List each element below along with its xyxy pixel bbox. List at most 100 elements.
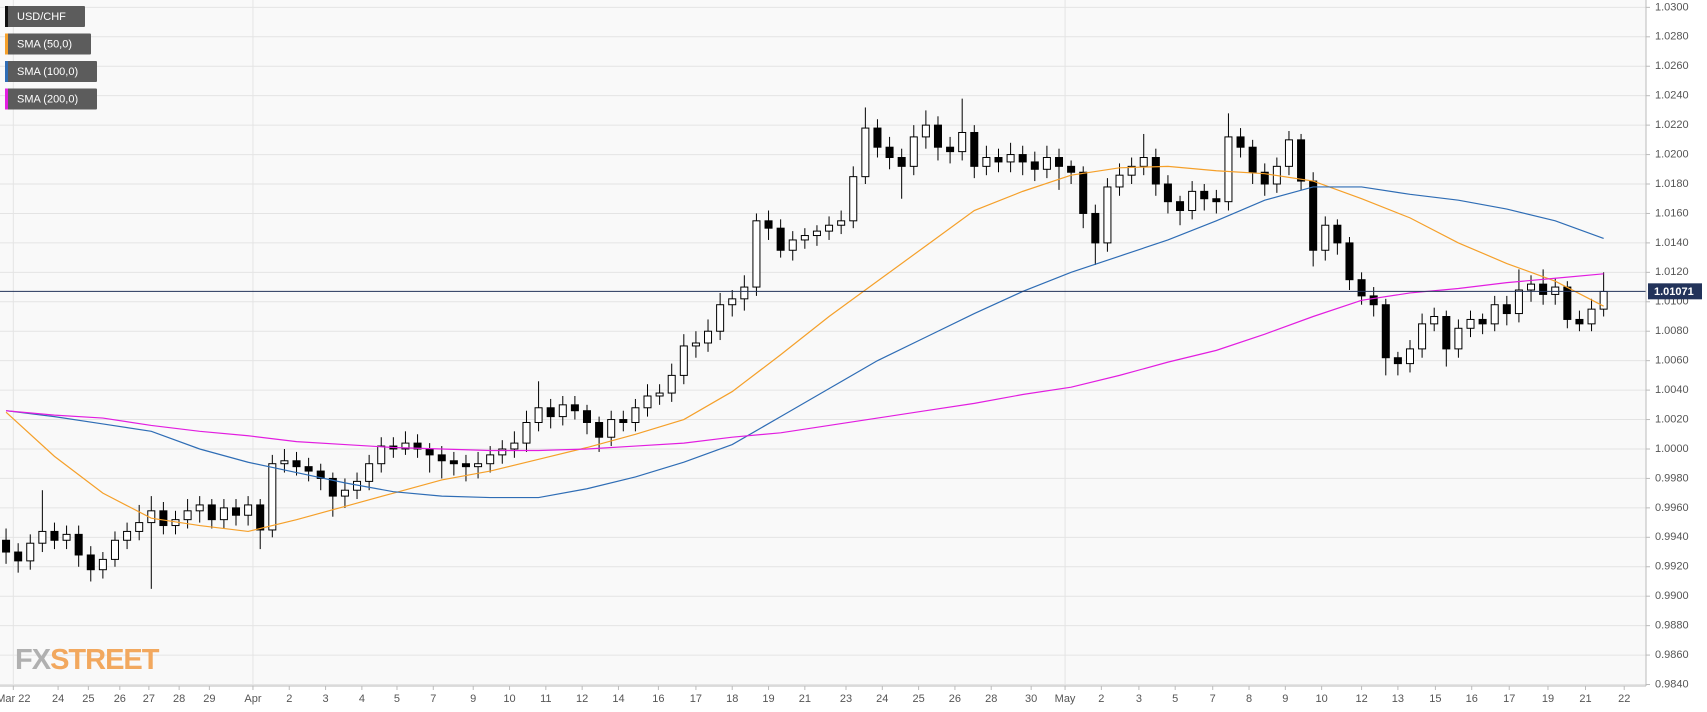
candle-body bbox=[897, 157, 906, 167]
candle-body bbox=[2, 539, 11, 553]
candle-body bbox=[728, 298, 737, 306]
candle-body bbox=[74, 533, 83, 556]
candle-body bbox=[1539, 283, 1548, 295]
candle-body bbox=[1200, 190, 1209, 200]
candle-body bbox=[691, 342, 700, 347]
candle-body bbox=[958, 131, 967, 153]
candle-body bbox=[207, 504, 216, 521]
candle-body bbox=[62, 533, 71, 541]
candle-body bbox=[1067, 165, 1076, 173]
candle-body bbox=[788, 239, 797, 251]
candle-body bbox=[377, 445, 386, 465]
candle-body bbox=[1284, 139, 1293, 167]
legend-box bbox=[5, 6, 85, 27]
candle-body bbox=[558, 404, 567, 418]
candle-body bbox=[1018, 154, 1027, 163]
legend-box bbox=[5, 33, 91, 55]
x-tick-label: 22 bbox=[1618, 693, 1630, 705]
candle-body bbox=[1587, 308, 1596, 325]
candle-body bbox=[1502, 304, 1511, 315]
x-tick-label: 16 bbox=[1466, 693, 1478, 705]
candle-body bbox=[1139, 157, 1148, 167]
candle-body bbox=[449, 460, 458, 465]
watermark-street: STREET bbox=[50, 644, 160, 676]
candle-body bbox=[1260, 171, 1269, 185]
candle-body bbox=[1248, 146, 1257, 173]
candle-body bbox=[619, 419, 628, 423]
plot-background bbox=[0, 0, 1646, 686]
candle-body bbox=[667, 374, 676, 394]
x-tick-label: 17 bbox=[1503, 693, 1515, 705]
y-tick-label: 1.0280 bbox=[1655, 31, 1689, 43]
x-tick-label: 14 bbox=[612, 693, 624, 705]
y-tick-label: 1.0240 bbox=[1655, 90, 1689, 102]
x-tick-label: 5 bbox=[1172, 693, 1178, 705]
x-tick-label: 15 bbox=[1429, 693, 1441, 705]
x-tick-label: 8 bbox=[1246, 693, 1252, 705]
candle-body bbox=[716, 304, 725, 332]
x-tick-label: 17 bbox=[690, 693, 702, 705]
x-tick-label: 19 bbox=[762, 693, 774, 705]
y-tick-label: 0.9840 bbox=[1655, 678, 1689, 690]
candle-body bbox=[994, 157, 1003, 163]
candle-body bbox=[1176, 201, 1185, 212]
legend-label: SMA (50,0) bbox=[17, 38, 72, 50]
y-tick-label: 1.0120 bbox=[1655, 266, 1689, 278]
x-tick-label: 4 bbox=[359, 693, 365, 705]
candle-body bbox=[231, 507, 241, 516]
candle-body bbox=[26, 542, 35, 562]
x-tick-label: 2 bbox=[286, 693, 292, 705]
candle-body bbox=[474, 463, 483, 468]
y-tick-label: 1.0260 bbox=[1655, 60, 1689, 72]
candle-body bbox=[1551, 286, 1560, 295]
candle-body bbox=[776, 227, 785, 251]
candle-body bbox=[752, 220, 761, 288]
y-tick-label: 1.0140 bbox=[1655, 237, 1689, 249]
candle-body bbox=[1309, 180, 1318, 251]
legend-swatch bbox=[5, 33, 8, 55]
x-tick-label: 11 bbox=[540, 693, 551, 705]
candle-body bbox=[595, 421, 604, 438]
legend-box bbox=[5, 61, 97, 82]
candle-body bbox=[1006, 154, 1015, 163]
candle-body bbox=[812, 230, 821, 237]
x-tick-label: 25 bbox=[912, 693, 924, 705]
x-tick-label: 7 bbox=[430, 693, 436, 705]
candle-body bbox=[425, 448, 434, 456]
candle-body bbox=[292, 460, 301, 468]
candle-body bbox=[328, 477, 337, 497]
candle-body bbox=[933, 124, 942, 148]
x-tick-label: May bbox=[1055, 693, 1076, 705]
y-tick-label: 0.9920 bbox=[1655, 561, 1689, 573]
candle-body bbox=[582, 410, 592, 423]
x-tick-label: 27 bbox=[143, 693, 155, 705]
candle-body bbox=[244, 504, 253, 516]
candle-body bbox=[1514, 289, 1523, 315]
x-tick-label: 9 bbox=[470, 693, 476, 705]
legend-swatch bbox=[5, 88, 8, 110]
candle-body bbox=[1091, 212, 1100, 244]
x-tick-label: 12 bbox=[576, 693, 588, 705]
candle-body bbox=[1466, 318, 1475, 329]
candle-body bbox=[1357, 279, 1366, 297]
candle-body bbox=[655, 392, 664, 397]
candle-body bbox=[1575, 318, 1584, 325]
x-tick-label: Mar 22 bbox=[0, 693, 30, 705]
legend-label: SMA (100,0) bbox=[17, 66, 78, 78]
candle-body bbox=[123, 530, 132, 541]
candle-body bbox=[1127, 165, 1136, 176]
watermark: FXSTREET bbox=[15, 644, 160, 676]
y-tick-label: 1.0160 bbox=[1655, 207, 1689, 219]
x-tick-label: 28 bbox=[173, 693, 185, 705]
candle-body bbox=[1599, 290, 1608, 310]
candle-body bbox=[1442, 316, 1451, 350]
y-tick-label: 0.9900 bbox=[1655, 590, 1689, 602]
candle-body bbox=[413, 442, 422, 450]
x-tick-label: 10 bbox=[503, 693, 515, 705]
candle-body bbox=[268, 463, 277, 531]
candle-body bbox=[1042, 157, 1051, 170]
candle-body bbox=[1297, 139, 1306, 182]
candle-body bbox=[1054, 157, 1064, 167]
legend-label: SMA (200,0) bbox=[17, 93, 78, 105]
x-tick-label: 21 bbox=[1579, 693, 1591, 705]
